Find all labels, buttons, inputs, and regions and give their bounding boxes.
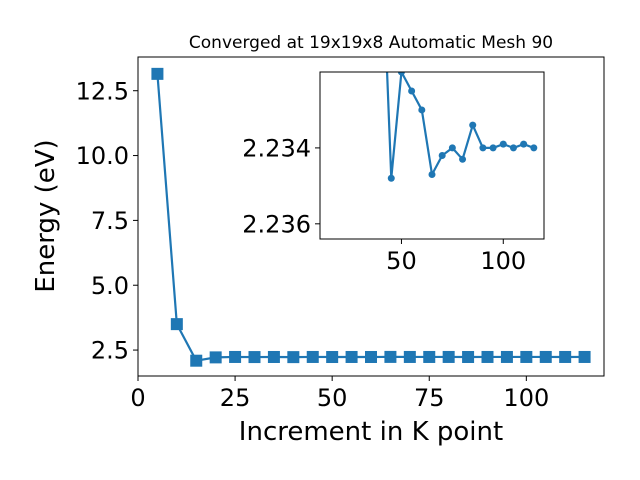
inset-series-line	[385, 72, 535, 180]
main-plot-area	[151, 67, 591, 367]
main-x-tick-label: 0	[130, 384, 145, 412]
main-y-tick-label: 7.5	[91, 207, 129, 235]
main-axes-frame	[137, 56, 605, 377]
inset-data-point	[509, 144, 517, 152]
main-data-point	[539, 350, 552, 363]
main-data-point	[209, 351, 222, 364]
inset-data-point	[499, 140, 507, 148]
main-data-point	[578, 350, 591, 363]
x-axis-label: Increment in K point	[239, 417, 503, 447]
main-x-axis: 0 25 50 75 100	[130, 376, 549, 412]
main-data-point	[306, 350, 319, 363]
main-data-point	[326, 351, 339, 364]
inset-data-point	[408, 87, 416, 95]
main-data-point	[423, 350, 436, 363]
main-data-point	[462, 350, 475, 363]
inset-data-point	[479, 144, 487, 152]
main-data-point	[345, 350, 358, 363]
main-data-point	[365, 350, 377, 363]
main-data-point	[481, 350, 494, 363]
main-x-tick-label: 75	[414, 384, 445, 412]
inset-data-point	[387, 174, 395, 182]
inset-y-tick-label: 2.234	[242, 135, 311, 163]
main-y-tick-label: 10.0	[76, 142, 129, 170]
main-data-point	[403, 350, 416, 363]
inset-data-point	[428, 170, 436, 178]
main-data-point	[151, 67, 164, 80]
inset-data-point	[418, 106, 426, 114]
y-axis-label: Energy (eV)	[31, 139, 61, 292]
main-data-point	[442, 350, 455, 363]
main-data-point	[248, 351, 261, 364]
inset-data-point	[469, 121, 477, 129]
main-y-tick-label: 2.5	[91, 337, 129, 365]
inset-data-point	[530, 144, 538, 152]
inset-data-point	[489, 144, 497, 152]
main-data-point	[384, 350, 397, 363]
main-data-point	[229, 350, 242, 363]
main-x-tick-label: 100	[503, 384, 549, 412]
inset-x-axis: 50 100	[386, 239, 526, 275]
inset-background	[320, 72, 544, 239]
inset-data-point	[397, 72, 405, 76]
inset-axes-frame	[319, 71, 545, 240]
main-data-point	[170, 318, 183, 331]
main-data-point	[559, 350, 572, 363]
inset-y-axis: 2.234 2.236	[242, 135, 320, 238]
main-data-point	[500, 350, 513, 363]
inset-data-point	[448, 144, 456, 152]
main-data-point	[520, 350, 533, 363]
inset-x-tick-label: 50	[386, 247, 417, 275]
inset-y-tick-label: 2.236	[242, 210, 311, 238]
inset-data-point	[520, 140, 528, 148]
main-x-tick-label: 25	[220, 384, 251, 412]
inset-data-point	[438, 152, 446, 159]
inset-x-tick-label: 100	[480, 247, 526, 275]
chart-title: Converged at 19x19x8 Automatic Mesh 90	[189, 33, 553, 53]
inset-plot-area	[385, 72, 538, 182]
inset-data-point	[459, 155, 467, 163]
main-y-axis: 2.5 5.0 7.5 10.0 12.5	[76, 77, 138, 365]
main-data-point	[190, 354, 203, 367]
main-data-point	[267, 350, 280, 363]
main-data-point	[287, 351, 300, 364]
main-y-tick-label: 5.0	[91, 272, 129, 300]
main-y-tick-label: 12.5	[76, 77, 129, 105]
main-x-tick-label: 50	[317, 384, 348, 412]
